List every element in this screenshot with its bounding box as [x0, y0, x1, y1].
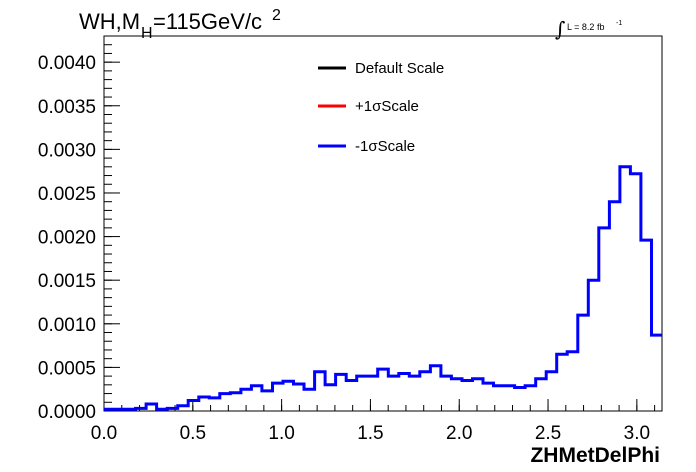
plot-frame: [103, 35, 663, 412]
luminosity-integral: ∫: [555, 17, 565, 41]
x-tick-label: 0.5: [180, 423, 206, 444]
legend-label-minus1sigma: -1σScale: [355, 138, 415, 155]
x-tick-label: 3.0: [624, 423, 650, 444]
y-tick-label: 0.0025: [38, 184, 96, 205]
x-axis-label: ZHMetDelPhi: [530, 444, 660, 467]
y-tick-label: 0.0010: [38, 315, 96, 336]
title-superscript: 2: [272, 7, 281, 24]
series-group: [104, 165, 662, 411]
legend-label-default: Default Scale: [355, 60, 444, 77]
y-tick-label: 0.0040: [38, 53, 96, 74]
y-tick-label: 0.0035: [38, 97, 96, 118]
title-subscript: H: [141, 25, 153, 42]
y-tick-label: 0.0030: [38, 140, 96, 161]
luminosity-superscript: -1: [616, 20, 622, 27]
y-axis: 0.0000 0.0005 0.0010 0.0015 0.0020 0.0025 0.00…: [38, 35, 120, 423]
x-tick-label: 2.0: [446, 423, 472, 444]
x-tick-label: 2.5: [535, 423, 561, 444]
series-line: [104, 165, 662, 411]
y-tick-label: 0.0020: [38, 228, 96, 249]
title-value: =115GeV/c: [153, 9, 262, 34]
x-tick-label: 1.0: [268, 423, 294, 444]
legend: Default Scale +1σScale -1σScale: [318, 60, 444, 155]
x-axis: 0.0 0.5 1.0 1.5 2.0 2.5 3.0: [91, 399, 656, 444]
title-prefix: WH,M: [79, 9, 140, 34]
y-tick-label: 0.0005: [38, 358, 96, 379]
legend-label-plus1sigma: +1σScale: [355, 98, 419, 115]
y-tick-label: 0.0000: [38, 402, 96, 423]
x-tick-label: 0.0: [91, 423, 117, 444]
x-tick-label: 1.5: [357, 423, 383, 444]
luminosity-label: L = 8.2 fb: [567, 22, 604, 32]
y-tick-label: 0.0015: [38, 271, 96, 292]
